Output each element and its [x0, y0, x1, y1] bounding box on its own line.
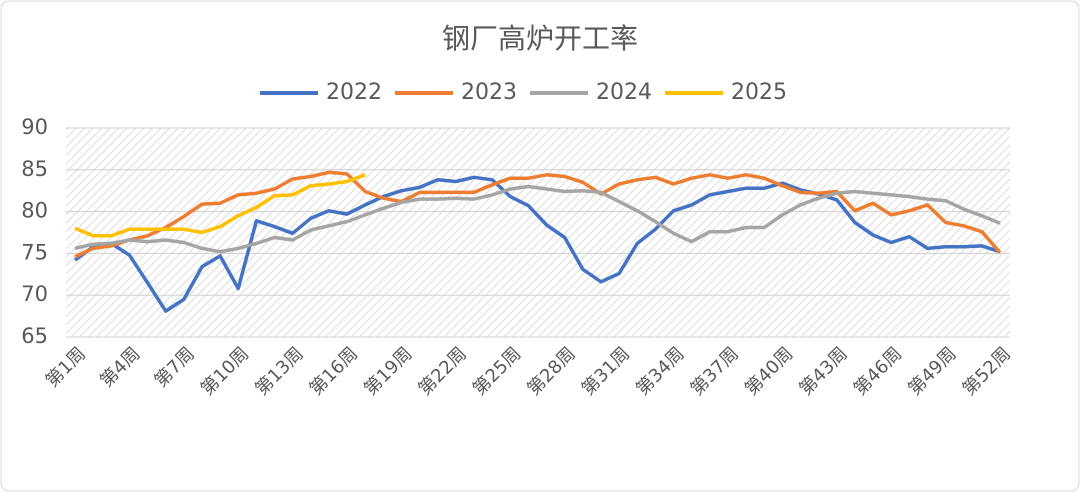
legend-label: 2024 [596, 80, 652, 105]
series-line [73, 175, 1001, 313]
y-tick-label: 65 [21, 324, 48, 348]
legend-label: 2025 [731, 80, 787, 105]
series-line [74, 184, 1001, 254]
plot-area [66, 128, 1010, 337]
chart-title: 钢厂高炉开工率 [442, 22, 638, 55]
legend-label: 2023 [461, 80, 517, 105]
y-tick-label: 90 [21, 115, 48, 139]
y-tick-label: 75 [21, 240, 48, 264]
series-line [74, 173, 366, 238]
legend-label: 2022 [326, 80, 382, 105]
y-tick-label: 85 [21, 157, 48, 181]
y-tick-label: 70 [21, 282, 48, 306]
y-tick-label: 80 [21, 199, 48, 223]
series-line [74, 170, 1002, 259]
